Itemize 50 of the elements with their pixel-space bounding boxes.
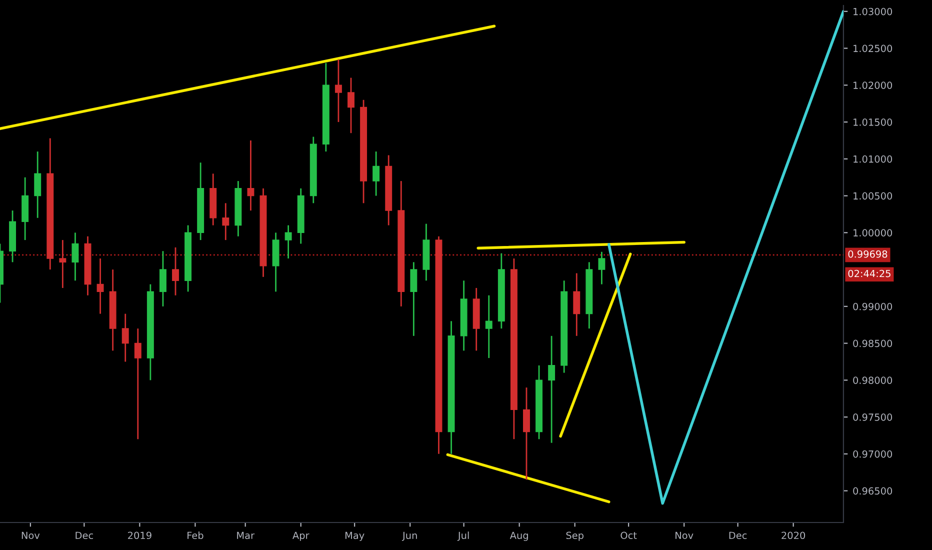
candlestick [122,313,129,362]
x-tick-label: Nov [676,532,694,540]
x-tick-label: Feb [188,532,204,540]
y-tick-label: 1.00500 [854,192,892,200]
x-tick-label: 2020 [782,532,806,540]
y-tick-label: 1.00000 [854,229,892,236]
text: 02:44:25 [848,270,890,278]
candlestick [523,386,530,480]
x-tick-label: May [345,532,364,541]
y-tick-label: 1.02000 [854,82,892,89]
candlestick [348,77,354,134]
x-tick-label: 2019 [128,532,152,540]
candlestick [247,140,254,212]
y-tick-label: 0.99000 [853,302,892,310]
candlestick [59,239,66,289]
candlestick [134,328,142,440]
candlestick [222,202,230,241]
x-tick-label: Sep [566,532,584,541]
candlestick [548,335,556,444]
x-tick-label: Oct [620,532,637,540]
candlestick [573,272,580,337]
candlestick [598,251,606,285]
candlestick [159,250,166,308]
y-tick-label: 1.01000 [854,155,892,163]
candlestick [410,261,418,337]
candlestick [334,58,342,123]
y-tick-label: 0.96500 [853,487,892,495]
y-tick-label: 0.98500 [853,340,892,348]
candlestick [284,224,292,260]
candlestick [485,294,492,359]
candlestick [372,150,380,196]
x-tick-label: Jul [457,532,469,541]
y-tick-label: 1.01500 [854,118,892,126]
x-tick-label: Nov [22,532,40,540]
y-tick-label: 0.98000 [853,376,892,384]
candlestick [72,232,79,282]
candlestick [172,246,179,296]
x-tick-label: Mar [237,532,255,540]
y-tick-label: 0.97000 [853,450,892,458]
y-tick-label: 0.97500 [853,414,892,421]
x-tick-label: Apr [292,532,310,541]
y-tick-label: 1.02500 [854,44,892,52]
candlestick [34,150,42,219]
x-tick-label: Dec [729,532,747,540]
x-tick-label: Dec [76,532,93,540]
candlestick [96,258,104,314]
ref-line-label: 0.99698 [848,250,888,258]
x-tick-label: Aug [510,532,528,541]
x-tick-label: Jun [402,532,417,541]
y-tick-label: 1.03000 [854,8,892,16]
